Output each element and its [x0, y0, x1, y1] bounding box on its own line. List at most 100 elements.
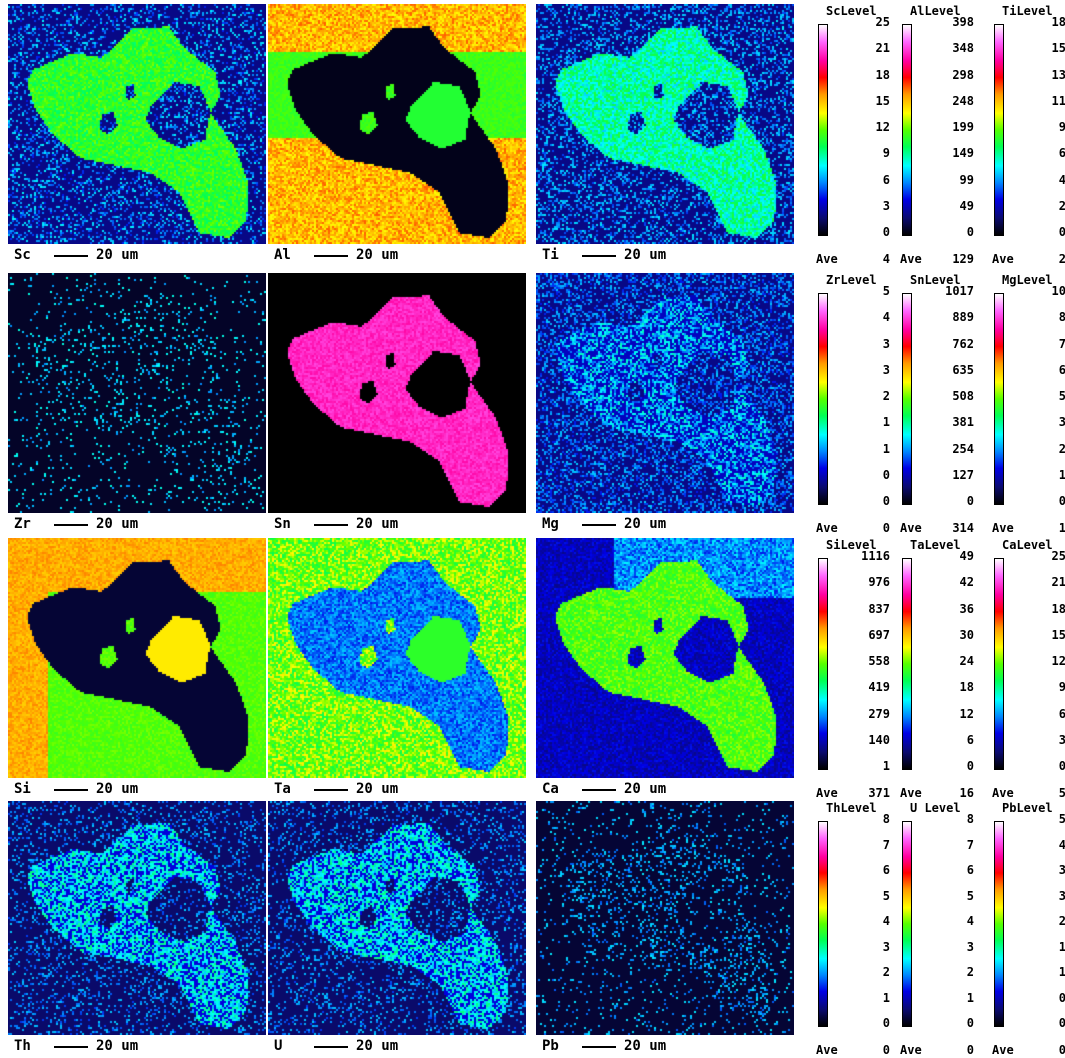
scale-bar — [314, 524, 348, 526]
legend-tick-label: 5 — [966, 888, 974, 903]
color-scale-bar — [994, 293, 1004, 505]
element-map-image-ta — [268, 538, 526, 778]
average-label: Ave — [816, 521, 838, 535]
scale-label: 20 um — [356, 516, 399, 532]
color-scale-bar — [902, 24, 912, 236]
legend-title: PbLevel — [1002, 801, 1053, 815]
average-value: 0 — [1058, 1043, 1065, 1057]
legend-tick-label: 3 — [882, 362, 890, 377]
legend-tick-label: 12 — [1051, 654, 1065, 668]
map-caption: Mg 20 um — [536, 513, 794, 535]
legend-tick-label: 7 — [1058, 336, 1065, 351]
map-panel-ca: Ca 20 um — [536, 538, 794, 800]
average-label: Ave — [816, 1043, 838, 1057]
color-scale-bar — [902, 821, 912, 1027]
average-label: Ave — [992, 521, 1014, 535]
legend-tick-label: 1 — [882, 759, 890, 773]
average-value: 2 — [1058, 252, 1065, 266]
legend-tick-label: 4 — [966, 914, 974, 928]
legend-tick-label: 1 — [882, 441, 890, 456]
legend-tick-label: 3 — [1058, 732, 1065, 747]
color-scale-bar — [818, 558, 828, 770]
scale-bar — [54, 789, 88, 791]
legend-tick-label: 6 — [1058, 362, 1065, 377]
legend-tick-label: 18 — [959, 680, 974, 695]
average-value: 129 — [952, 252, 974, 266]
legend-tick-label: 635 — [952, 362, 974, 377]
legend-title: AlLevel — [910, 4, 961, 18]
legend-tick-label: 8 — [882, 812, 890, 826]
legend-tick-label: 21 — [875, 41, 890, 56]
legend-tick-label: 36 — [959, 601, 974, 616]
map-caption: Zr 20 um — [8, 513, 266, 535]
scale-bar — [314, 255, 348, 257]
legend-tick-label: 0 — [882, 467, 890, 482]
legend-tick-label: 298 — [952, 67, 974, 82]
legend-tick-label: 0 — [882, 494, 890, 508]
average-value: 1 — [1058, 521, 1065, 535]
average-label: Ave — [900, 252, 922, 266]
legend-tick-label: 21 — [1051, 575, 1065, 590]
legend-tick-label: 0 — [1058, 1016, 1065, 1030]
legend-tick-label: 697 — [868, 627, 890, 642]
scale-bar — [314, 1046, 348, 1048]
legend-tick-label: 199 — [952, 120, 974, 134]
map-panel-sn: Sn 20 um — [268, 273, 526, 535]
legend-tick-label: 49 — [959, 549, 974, 563]
scale-bar — [54, 1046, 88, 1048]
average-value: 0 — [882, 521, 890, 535]
color-scale-bar — [994, 821, 1004, 1027]
legend-tick-label: 25 — [1051, 549, 1065, 563]
map-panel-sc: Sc 20 um — [8, 4, 266, 266]
legend-tick-label: 4 — [882, 310, 890, 325]
legend-tick-label: 24 — [959, 654, 974, 668]
legend-tick-label: 837 — [868, 601, 890, 616]
scale-bar — [54, 255, 88, 257]
element-symbol: Th — [14, 1038, 31, 1054]
legend-tick-label: 1 — [1058, 939, 1065, 954]
legend-tick-label: 10 — [1051, 284, 1065, 298]
map-panel-ti: Ti 20 um — [536, 4, 794, 266]
legend-tick-label: 762 — [952, 336, 974, 351]
map-panel-u: U 20 um — [268, 801, 526, 1057]
legend-tick-label: 5 — [882, 284, 890, 298]
scale-bar — [582, 1046, 616, 1048]
legend-tick-label: 149 — [952, 146, 974, 161]
legend-tick-label: 7 — [882, 837, 890, 852]
legend-tick-label: 127 — [952, 467, 974, 482]
scale-label: 20 um — [356, 781, 399, 797]
legend-tick-label: 18 — [875, 67, 890, 82]
scale-bar — [314, 789, 348, 791]
legend-tick-label: 5 — [882, 888, 890, 903]
average-label: Ave — [900, 786, 922, 800]
map-caption: Sc 20 um — [8, 244, 266, 266]
legend-tick-label: 6 — [1058, 706, 1065, 721]
scale-bar — [582, 524, 616, 526]
map-caption: U 20 um — [268, 1035, 526, 1057]
element-map-image-sn — [268, 273, 526, 513]
legend-tick-label: 1 — [966, 990, 974, 1005]
legend-tick-label: 5 — [1058, 812, 1065, 826]
element-map-image-mg — [536, 273, 794, 513]
element-symbol: Zr — [14, 516, 31, 532]
legend-title: TaLevel — [910, 538, 961, 552]
legend-tick-label: 279 — [868, 706, 890, 721]
legend-title: ThLevel — [826, 801, 877, 815]
legend-tick-label: 0 — [1058, 990, 1065, 1005]
scale-bar — [582, 255, 616, 257]
scale-label: 20 um — [624, 247, 667, 263]
map-caption: Pb 20 um — [536, 1035, 794, 1057]
color-scale-bar — [902, 558, 912, 770]
legend-tick-label: 140 — [868, 732, 890, 747]
legend-tick-label: 3 — [1058, 863, 1065, 877]
legend-tick-label: 1116 — [861, 549, 890, 563]
average-label: Ave — [992, 1043, 1014, 1057]
color-scale-bar — [818, 293, 828, 505]
legend-tick-label: 1 — [882, 415, 890, 430]
legend-tick-label: 4 — [1058, 837, 1065, 852]
average-label: Ave — [992, 786, 1014, 800]
map-caption: Ta 20 um — [268, 778, 526, 800]
color-scale-bar — [902, 293, 912, 505]
element-map-image-zr — [8, 273, 266, 513]
element-map-image-u — [268, 801, 526, 1035]
